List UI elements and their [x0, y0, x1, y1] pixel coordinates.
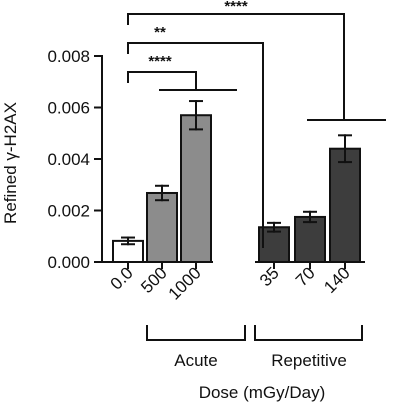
y-tick-label: 0.006: [47, 99, 90, 118]
annotations: Acute Repetitive**********: [127, 0, 386, 370]
y-axis-label: Refined γ-H2AX: [1, 102, 20, 224]
x-tick-label: 35: [256, 263, 283, 290]
y-tick-label: 0.008: [47, 47, 90, 66]
x-axis-label: Dose (mGy/Day): [199, 383, 326, 402]
group-label: Repetitive: [271, 351, 347, 370]
bar: [180, 114, 212, 263]
group-label: Acute: [174, 351, 217, 370]
bars: [112, 100, 361, 264]
y-tick-label: 0.002: [47, 202, 90, 221]
x-tick-label: 0.0: [107, 263, 137, 293]
significance-label: ****: [148, 53, 172, 70]
significance-label: ****: [224, 0, 248, 15]
significance-label: **: [154, 24, 166, 41]
y-tick-label: 0.004: [47, 150, 90, 169]
bar: [294, 215, 326, 263]
x-tick-label: 70: [292, 263, 319, 290]
bar: [146, 191, 178, 264]
x-tick-label: 140: [320, 263, 353, 296]
y-tick-label: 0.000: [47, 253, 90, 272]
x-tick-label: 1000: [165, 263, 205, 303]
bar: [329, 147, 361, 263]
